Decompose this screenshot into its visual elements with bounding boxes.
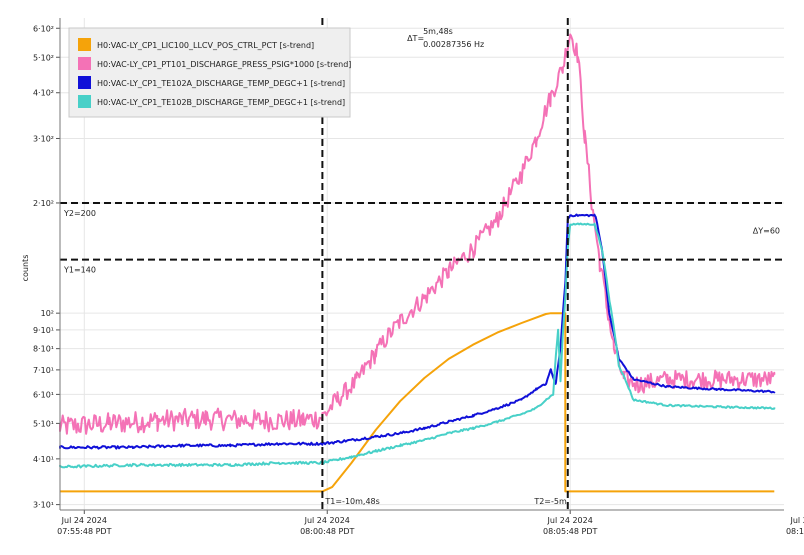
series-line-3 — [59, 213, 776, 450]
legend-item-label: H0:VAC-LY_CP1_PT101_DISCHARGE_PRESS_PSIG… — [97, 60, 351, 69]
series-line-4 — [59, 222, 776, 469]
delta-t-frequency: 0.00287356 Hz — [423, 40, 484, 49]
axes: counts 3·10¹ 4·10¹ 5·10¹ 6·10¹ 7·10¹ 8·10¹ 9·1… — [21, 18, 804, 536]
y-tick-label: 3·10² — [33, 134, 54, 143]
y-cursor-label: Y1=140 — [63, 266, 96, 275]
x-cursor-label: T2=-5m — [533, 497, 567, 506]
series-line-1 — [60, 312, 775, 493]
delta-y-label: ΔY=60 — [753, 226, 780, 235]
legend[interactable]: H0:VAC-LY_CP1_LIC100_LLCV_POS_CTRL_PCT [… — [68, 27, 351, 118]
x-tick-date: Jul 24 2024 — [61, 516, 107, 525]
legend-item-label: H0:VAC-LY_CP1_TE102A_DISCHARGE_TEMP_DEGC… — [97, 79, 345, 88]
y-tick-label: 10² — [41, 309, 54, 318]
y-tick-label: 7·10¹ — [33, 366, 54, 375]
legend-box — [68, 27, 351, 118]
x-tick-time: 08:00:48 PDT — [300, 527, 354, 536]
legend-swatch — [78, 38, 91, 51]
y-tick-label: 4·10¹ — [33, 455, 54, 464]
y-tick-label: 3·10¹ — [33, 501, 54, 510]
x-tick-time: 08:05:48 PDT — [543, 527, 597, 536]
y-tick-label: 5·10² — [33, 53, 54, 62]
x-tick-date: Jul 24 2024 — [304, 516, 350, 525]
x-tick-time: 08:10:48 PDT — [786, 527, 804, 536]
legend-swatch — [78, 76, 91, 89]
delta-t-label: ΔT= — [407, 34, 424, 43]
x-tick-time: 07:55:48 PDT — [57, 527, 111, 536]
y-tick-label: 8·10¹ — [33, 345, 54, 354]
y-axis-label: counts — [21, 255, 30, 282]
y-tick-label: 5·10¹ — [33, 419, 54, 428]
legend-swatch — [78, 95, 91, 108]
y-tick-label: 2·10² — [33, 199, 54, 208]
series-line-2 — [59, 33, 776, 435]
delta-t-value: 5m,48s — [423, 27, 453, 36]
y-tick-label: 9·10¹ — [33, 326, 54, 335]
x-tick-date: Jul 24 2024 — [790, 516, 804, 525]
y-tick-label: 6·10¹ — [33, 390, 54, 399]
x-tick-date: Jul 24 2024 — [547, 516, 593, 525]
y-cursor-label: Y2=200 — [63, 209, 96, 218]
y-tick-label: 4·10² — [33, 89, 54, 98]
legend-item-label: H0:VAC-LY_CP1_LIC100_LLCV_POS_CTRL_PCT [… — [97, 41, 314, 50]
legend-item-label: H0:VAC-LY_CP1_TE102B_DISCHARGE_TEMP_DEGC… — [97, 98, 345, 107]
y-tick-label: 6·10² — [33, 24, 54, 33]
series-layer — [59, 33, 776, 493]
legend-swatch — [78, 57, 91, 70]
x-cursor-label: T1=-10m,48s — [324, 497, 379, 506]
